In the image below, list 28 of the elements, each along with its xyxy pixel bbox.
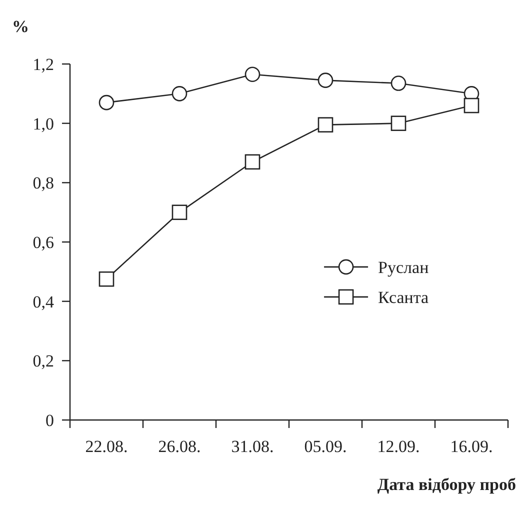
x-tick-label: 16.09. [450, 437, 493, 456]
legend-label: Руслан [378, 258, 429, 277]
point [464, 98, 480, 114]
y-tick-label: 0,4 [32, 292, 54, 312]
x-tick-label: 26.08. [158, 437, 201, 456]
x-tick-label: 22.08. [85, 437, 128, 456]
y-tick-label: 0 [46, 410, 54, 430]
y-axis-title: % [12, 17, 29, 36]
point [318, 72, 334, 88]
point [172, 204, 188, 220]
x-tick-label: 31.08. [231, 437, 274, 456]
legend-label: Ксанта [378, 288, 429, 307]
x-tick-label: 12.09. [377, 437, 420, 456]
y-tick-label: 0,8 [32, 174, 54, 193]
x-tick-label: 05.09. [304, 437, 347, 456]
point [244, 154, 260, 170]
point [390, 116, 406, 131]
point [318, 117, 334, 132]
x-axis-title: Дата відбору проб [377, 475, 516, 494]
point [390, 76, 406, 91]
point [98, 94, 114, 110]
point [98, 271, 114, 287]
point [172, 86, 188, 102]
point [244, 66, 260, 82]
y-tick-label: 1,0 [32, 114, 54, 134]
y-tick-label: 0,6 [32, 232, 54, 252]
y-tick-label: 0,2 [32, 352, 54, 371]
y-tick-label: 1,2 [32, 54, 54, 74]
